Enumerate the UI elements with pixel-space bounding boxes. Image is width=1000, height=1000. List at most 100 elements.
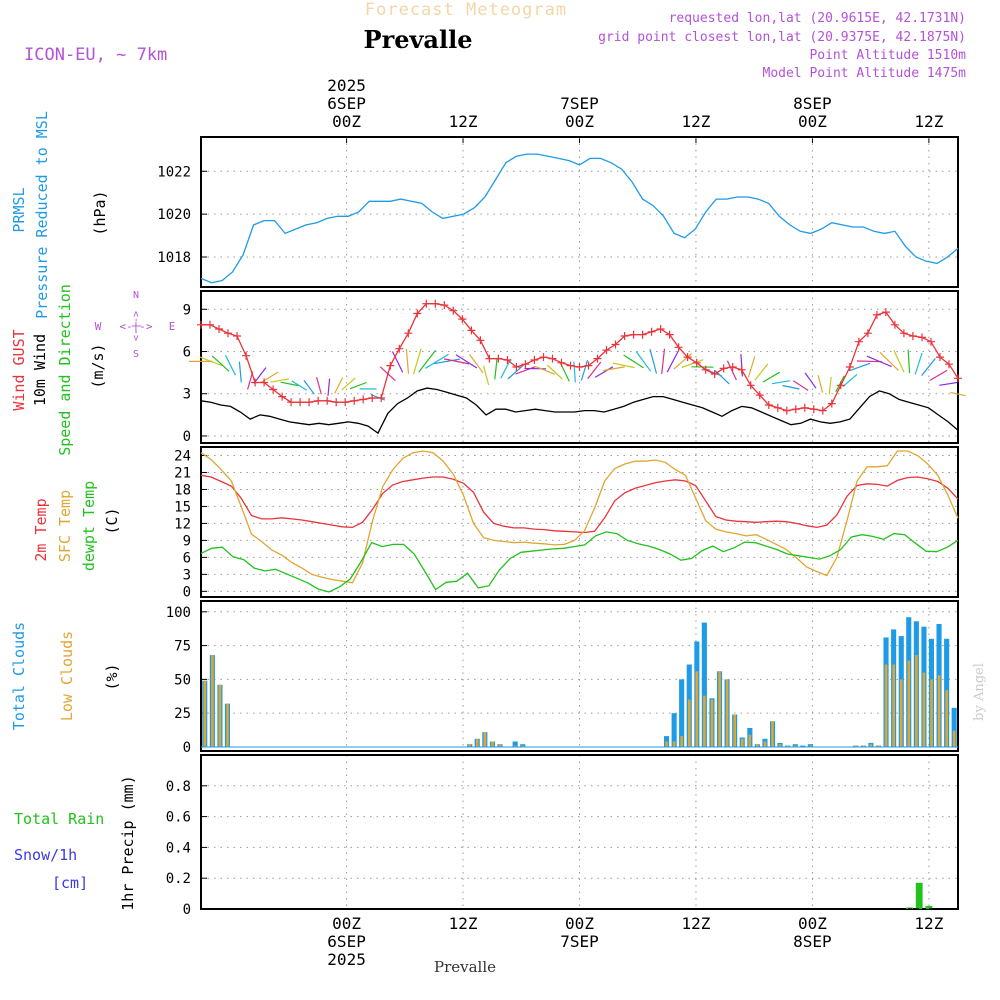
- model-label: ICON-EU, ~ 7km: [24, 45, 167, 65]
- top-axis-label: 12Z: [449, 112, 478, 131]
- total-clouds-bar: [701, 622, 707, 747]
- total-clouds-bar: [679, 679, 685, 747]
- wind-gust-marker: [936, 353, 944, 362]
- wind-gust-marker: [800, 403, 809, 412]
- low-clouds-bar: [680, 736, 683, 747]
- wind-direction-arrow: [594, 366, 614, 378]
- wind-gust-marker: [656, 325, 665, 333]
- low-clouds-bar: [491, 741, 494, 747]
- temp-label-sfc: SFC Temp: [56, 490, 74, 562]
- wind-gust-marker: [954, 374, 962, 383]
- wind-panel: 0 3 6 9: [183, 290, 966, 445]
- low-clouds-bar: [203, 680, 207, 747]
- wind-gust-marker: [422, 299, 431, 308]
- low-clouds-bar: [211, 655, 214, 747]
- top-axis-label: 12Z: [682, 112, 711, 131]
- wind-gust-marker: [692, 358, 701, 367]
- wind-direction-arrow: [828, 376, 832, 395]
- wind-frame: [200, 290, 959, 444]
- bottom-axis-label: 00Z: [565, 914, 594, 933]
- precip-ytick-label: 0.8: [166, 779, 191, 795]
- wind-direction-arrow: [482, 365, 490, 386]
- bottom-axis-label: 00Z: [798, 914, 827, 933]
- wind-gust-marker: [242, 351, 251, 360]
- wind-gust-marker: [827, 399, 836, 408]
- rain-bar: [925, 905, 933, 909]
- low-clouds-bar: [521, 745, 524, 747]
- wind-gust-marker: [602, 346, 611, 355]
- pressure-ytick-label: 1018: [157, 250, 191, 266]
- temperature-ytick-label: 0: [183, 584, 191, 600]
- wind-direction-arrow: [303, 380, 315, 395]
- wind-direction-arrow: [635, 351, 652, 372]
- wind-gust-marker: [611, 340, 620, 349]
- wind-gust-marker: [530, 356, 539, 364]
- wind-label-direction: Speed and Direction: [56, 284, 74, 456]
- top-axis-label: 8SEP: [793, 94, 832, 113]
- wind-gust-marker: [665, 330, 674, 339]
- wind-ytick-label: 0: [183, 429, 191, 445]
- wind-direction-arrow: [316, 376, 322, 395]
- wind-gust-marker: [557, 358, 566, 367]
- wind-gust-marker: [440, 301, 449, 310]
- wind-gust-marker: [251, 378, 260, 387]
- low-clouds-bar: [756, 744, 759, 747]
- wind-gust-marker: [737, 365, 746, 374]
- wind-direction-arrow: [455, 354, 478, 369]
- low-clouds-bar: [809, 745, 812, 747]
- wind-label-gust: Wind GUST: [10, 329, 28, 410]
- wind-direction-arrow: [804, 372, 817, 389]
- wind-direction-arrow: [603, 366, 625, 372]
- pressure-ytick-label: 1022: [157, 164, 191, 180]
- precip-panel: 0 0.2 0.4 0.6 0.8: [166, 754, 959, 918]
- pressure-ytick-label: 1020: [157, 207, 191, 223]
- clouds-unit: (%): [103, 663, 121, 690]
- compass-n-label: N: [133, 290, 139, 301]
- wind-gust-marker: [512, 363, 521, 371]
- wind-gust-marker: [341, 398, 350, 407]
- low-clouds-bar: [930, 679, 933, 747]
- wind-direction-arrow: [929, 369, 948, 382]
- bottom-axis-label: 12Z: [914, 914, 943, 933]
- wind-gust-marker: [872, 310, 881, 319]
- temperature-series-dewpt-temp: [200, 531, 959, 593]
- clouds-ytick-label: 25: [174, 706, 191, 722]
- low-clouds-bar: [763, 741, 767, 747]
- wind-direction-arrow: [921, 358, 936, 376]
- wind-gust-marker: [404, 329, 413, 338]
- wind-direction-arrow: [856, 360, 883, 363]
- temp-label-2m: 2m Temp: [32, 498, 50, 561]
- wind-gust-marker: [945, 360, 953, 369]
- wind-direction-arrow: [907, 349, 911, 374]
- wind-direction-arrow: [469, 354, 484, 374]
- precip-ylabel-group: Total Rain Snow/1h [cm] 1hr Precip (mm): [14, 775, 137, 910]
- wind-gust-marker: [269, 385, 278, 394]
- low-clouds-bar: [665, 741, 668, 747]
- wind-direction-arrow: [494, 357, 498, 380]
- wind-gust-marker: [566, 361, 575, 370]
- wind-gust-marker: [791, 405, 800, 414]
- temperature-ytick-label: 24: [174, 448, 191, 464]
- low-clouds-bar: [899, 679, 903, 747]
- precip-ytick-label: 0.2: [166, 871, 191, 887]
- wind-gust-marker: [359, 395, 368, 404]
- wind-direction-arrow: [280, 381, 299, 387]
- wind-gust-marker: [629, 330, 638, 339]
- wind-gust-marker: [638, 330, 647, 339]
- clouds-label-total: Total Clouds: [10, 622, 28, 730]
- wind-ytick-label: 9: [183, 302, 191, 318]
- low-clouds-bar: [778, 744, 782, 747]
- wind-ytick-label: 3: [183, 387, 191, 403]
- low-clouds-bar: [695, 671, 699, 747]
- wind-direction-arrow: [782, 384, 800, 390]
- low-clouds-bar: [884, 664, 888, 747]
- wind-gust-marker: [674, 343, 683, 352]
- wind-direction-arrow: [612, 362, 635, 369]
- wind-direction-arrow: [507, 364, 524, 380]
- wind-gust-marker: [863, 329, 872, 338]
- wind-gust-marker: [323, 396, 332, 405]
- wind-gust-marker: [467, 326, 476, 335]
